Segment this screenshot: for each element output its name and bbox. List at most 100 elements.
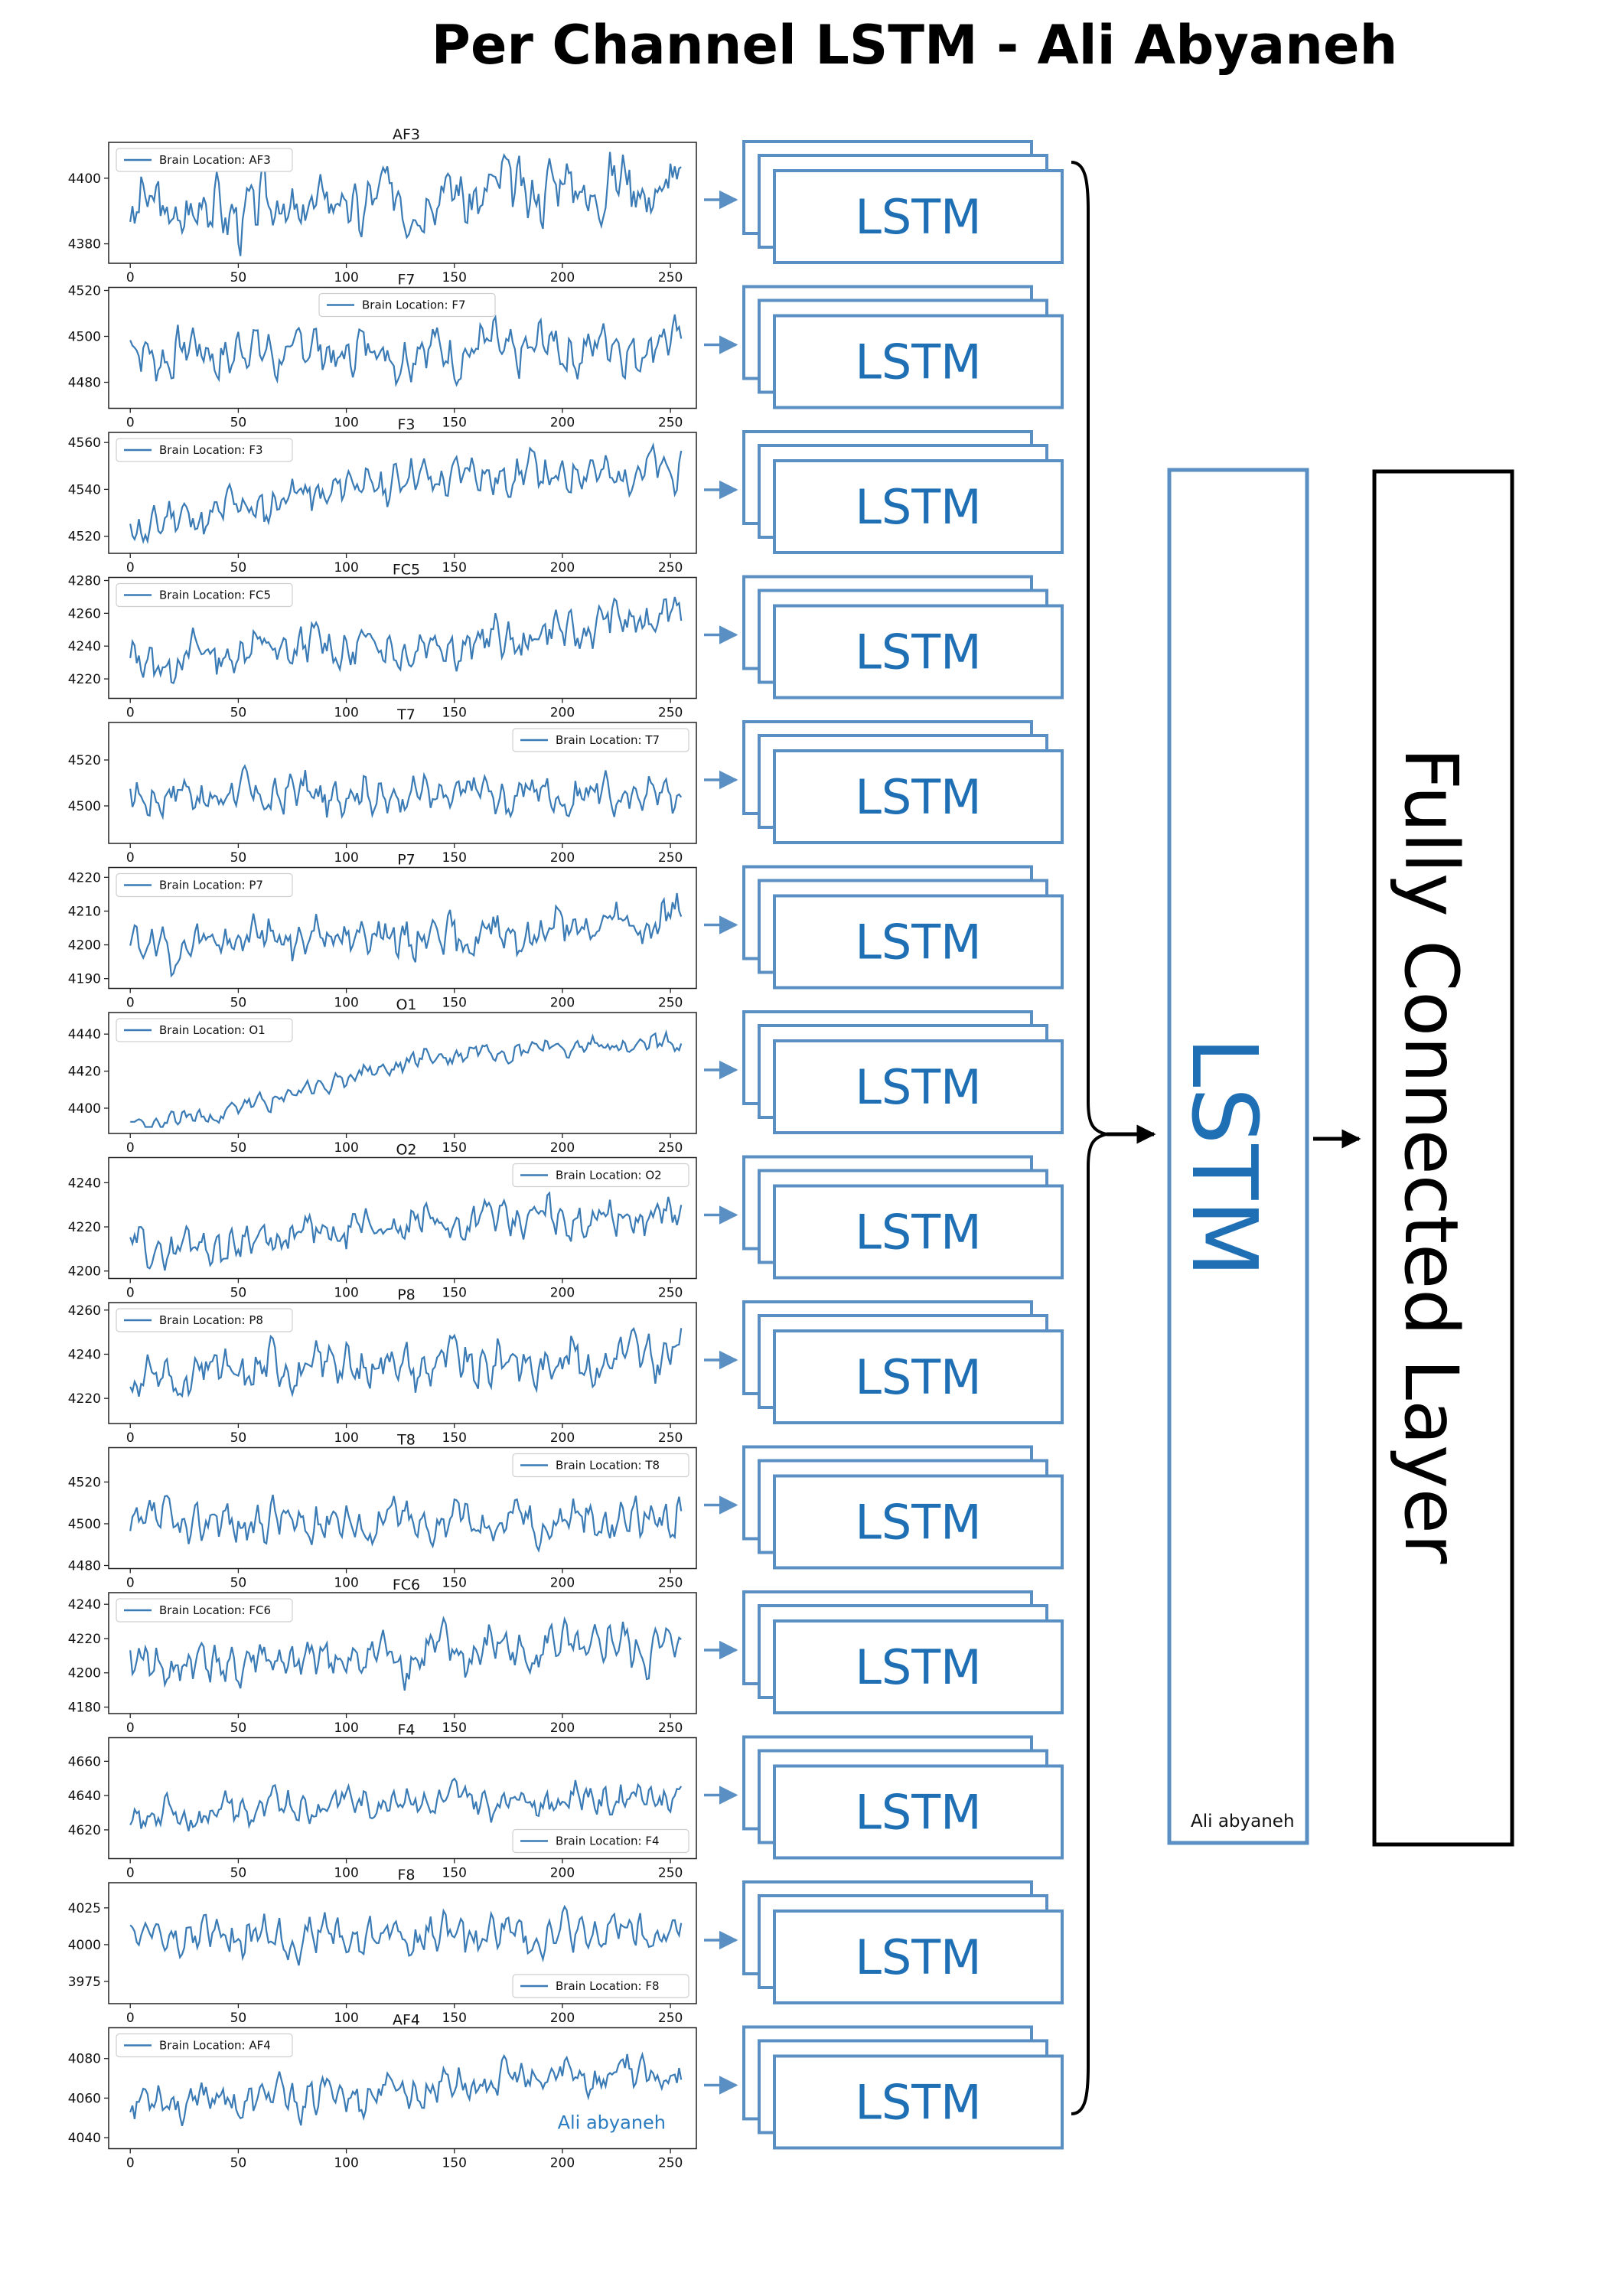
legend-label: Brain Location: FC5	[159, 589, 271, 602]
y-tick-label: 4025	[68, 1901, 101, 1916]
y-tick-label: 4200	[68, 938, 101, 954]
lstm-stack-f4: LSTM	[742, 1735, 1064, 1860]
y-tick-label: 4220	[68, 870, 101, 885]
x-tick-label: 150	[442, 706, 467, 721]
channel-title: F3	[397, 416, 415, 433]
legend-label: Brain Location: P8	[159, 1313, 263, 1327]
y-tick-label: 4560	[68, 435, 101, 451]
x-tick-label: 250	[658, 1576, 683, 1591]
x-tick-label: 200	[550, 1720, 575, 1736]
y-tick-label: 4640	[68, 1789, 101, 1804]
signal-line-f4	[129, 1777, 683, 1831]
x-tick-label: 150	[442, 1720, 467, 1736]
x-tick-label: 150	[442, 2156, 467, 2171]
plot-watermark: Ali abyaneh	[558, 2112, 666, 2134]
y-tick-label: 4520	[68, 284, 101, 299]
y-tick-label: 4240	[68, 1597, 101, 1613]
y-tick-label: 4520	[68, 530, 101, 545]
y-tick-label: 4240	[68, 1347, 101, 1362]
lstm-box	[773, 749, 1064, 844]
x-tick-label: 0	[126, 1866, 135, 1881]
x-tick-label: 0	[126, 2156, 135, 2171]
x-tick-label: 150	[442, 1866, 467, 1881]
x-tick-label: 150	[442, 1430, 467, 1446]
y-tick-label: 4080	[68, 2052, 101, 2067]
x-tick-label: 250	[658, 560, 683, 576]
channel-row-p7: P7 4220 4210 4200 4190 0 50 100 150 200 250 Brain L…	[68, 852, 1064, 1011]
legend-box	[512, 1453, 689, 1478]
channel-title: FC6	[393, 1577, 420, 1593]
legend-box	[512, 1163, 689, 1188]
y-tick-label: 4420	[68, 1065, 101, 1080]
x-tick-label: 50	[230, 850, 247, 866]
x-tick-label: 150	[442, 2011, 467, 2026]
x-tick-label: 50	[230, 1720, 247, 1736]
channel-title: T7	[396, 706, 416, 723]
x-tick-label: 200	[550, 2011, 575, 2026]
x-tick-label: 50	[230, 1140, 247, 1156]
x-tick-label: 250	[658, 1430, 683, 1446]
x-tick-label: 0	[126, 560, 135, 576]
x-tick-label: 100	[334, 560, 358, 576]
lstm-stack-f7: LSTM	[742, 285, 1064, 409]
lstm-stack-f8: LSTM	[742, 1880, 1064, 2004]
lstm-label: LSTM	[855, 1349, 981, 1405]
channel-title: AF3	[393, 126, 420, 143]
channel-title: T8	[396, 1432, 416, 1449]
legend-label: Brain Location: O1	[159, 1023, 266, 1037]
legend: Brain Location: AF3	[116, 148, 293, 172]
lstm-box	[773, 459, 1064, 554]
lstm-label: LSTM	[855, 479, 981, 535]
legend-label: Brain Location: AF4	[159, 2039, 271, 2053]
y-tick-label: 4280	[68, 574, 101, 589]
x-tick-label: 250	[658, 270, 683, 285]
legend-label: Brain Location: F3	[159, 443, 263, 457]
lstm-stack-f3: LSTM	[742, 430, 1064, 554]
legend-label: Brain Location: AF3	[159, 153, 271, 167]
legend-label: Brain Location: F7	[362, 298, 466, 312]
lstm-label: LSTM	[855, 1495, 981, 1551]
channel-row-t7: T7 4520 4500 0 50 100 150 200 250 Brain Location:…	[68, 706, 1064, 866]
y-tick-label: 4260	[68, 606, 101, 621]
y-tick-label: 4620	[68, 1823, 101, 1838]
lstm-box	[773, 1184, 1064, 1280]
y-tick-label: 4260	[68, 1303, 101, 1319]
y-tick-label: 4540	[68, 482, 101, 497]
y-tick-label: 4480	[68, 1559, 101, 1574]
y-tick-label: 4240	[68, 639, 101, 654]
signal-line-fc6	[129, 1616, 682, 1691]
y-tick-label: 4180	[68, 1701, 101, 1716]
lstm-stack-t7: LSTM	[742, 720, 1064, 844]
legend: Brain Location: AF4	[116, 2033, 293, 2058]
legend-box	[116, 582, 293, 608]
channel-row-t8: T8 4520 4500 4480 0 50 100 150 200 250 Brain Locat…	[68, 1432, 1064, 1591]
legend: Brain Location: T8	[512, 1453, 689, 1478]
x-tick-label: 200	[550, 560, 575, 576]
lstm-label: LSTM	[855, 2075, 981, 2131]
y-tick-label: 4500	[68, 799, 101, 814]
lstm-box	[773, 604, 1064, 700]
x-tick-label: 50	[230, 416, 247, 431]
legend-label: Brain Location: F8	[556, 1979, 660, 1993]
signal-line-fc5	[129, 596, 683, 684]
lstm-stack-o1: LSTM	[742, 1010, 1064, 1134]
x-tick-label: 200	[550, 1140, 575, 1156]
y-tick-label: 4500	[68, 1517, 101, 1532]
legend-box	[318, 292, 496, 318]
lstm-stack-p8: LSTM	[742, 1300, 1064, 1424]
lstm-label: LSTM	[855, 1929, 981, 1985]
x-tick-label: 50	[230, 1866, 247, 1881]
x-tick-label: 50	[230, 706, 247, 721]
x-tick-label: 100	[334, 1576, 358, 1591]
channel-title: F8	[397, 1867, 415, 1883]
x-tick-label: 50	[230, 560, 247, 576]
y-tick-label: 4380	[68, 237, 101, 253]
legend: Brain Location: O1	[116, 1018, 293, 1042]
channel-rows: AF3 4400 4380 0 50 100 150 200 250 Brain Location…	[68, 126, 1064, 2171]
lstm-label: LSTM	[855, 1059, 981, 1115]
channel-title: F7	[397, 272, 415, 289]
x-tick-label: 250	[658, 850, 683, 866]
x-tick-label: 250	[658, 2011, 683, 2026]
x-tick-label: 100	[334, 706, 358, 721]
y-tick-label: 4400	[68, 171, 101, 187]
